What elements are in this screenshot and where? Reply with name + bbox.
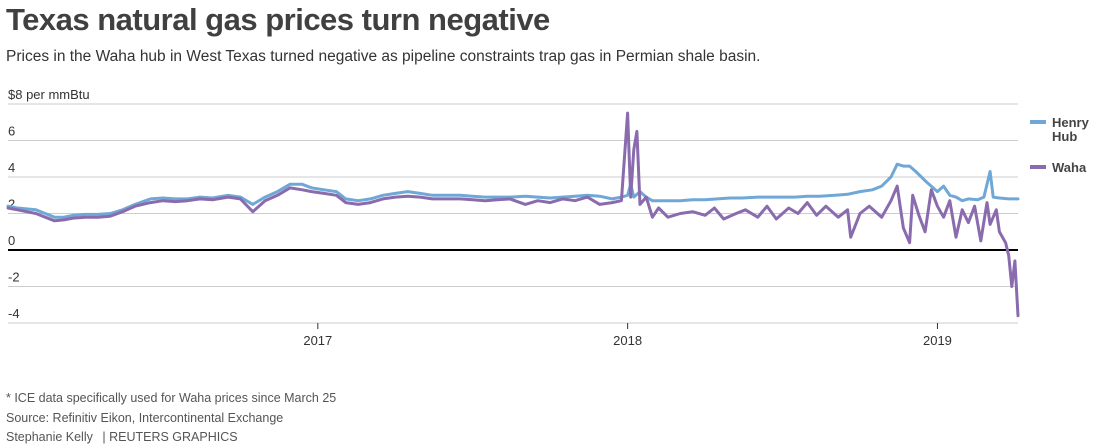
x-tick-label: 2019: [923, 333, 952, 348]
legend-label-waha: Waha: [1052, 160, 1087, 175]
series-lines: [6, 111, 1020, 318]
credit-line: Stephanie Kelly | REUTERS GRAPHICS: [6, 430, 238, 444]
legend: Henry Hub Waha: [1030, 115, 1090, 175]
x-axis: 2017 2018 2019: [303, 323, 952, 348]
series-line-henry-hub: [6, 162, 1020, 219]
y-tick-label: -4: [8, 306, 20, 321]
source-line: Source: Refinitiv Eikon, Intercontinenta…: [6, 411, 284, 425]
y-tick-label: -2: [8, 270, 20, 285]
x-tick-label: 2017: [303, 333, 332, 348]
grid-lines: [8, 103, 1018, 324]
chart-subtitle: Prices in the Waha hub in West Texas tur…: [6, 48, 761, 65]
y-tick-label: 4: [8, 160, 15, 175]
chart: $8 per mmBtu 6 4 2 0 -2 -4 2017 2018 2019 Henry H…: [6, 87, 1090, 348]
footnote: * ICE data specifically used for Waha pr…: [6, 391, 337, 405]
y-tick-label: 0: [8, 233, 15, 248]
legend-label-henry-hub: Henry Hub: [1052, 115, 1090, 144]
y-tick-label: 6: [8, 124, 15, 139]
x-tick-label: 2018: [613, 333, 642, 348]
y-tick-labels: $8 per mmBtu 6 4 2 0 -2 -4: [8, 87, 90, 321]
series-line-waha: [6, 111, 1020, 318]
author: Stephanie Kelly: [6, 430, 93, 444]
y-tick-label: 2: [8, 197, 15, 212]
chart-title: Texas natural gas prices turn negative: [6, 2, 550, 37]
y-tick-label: $8 per mmBtu: [8, 87, 90, 102]
agency: | REUTERS GRAPHICS: [102, 430, 238, 444]
